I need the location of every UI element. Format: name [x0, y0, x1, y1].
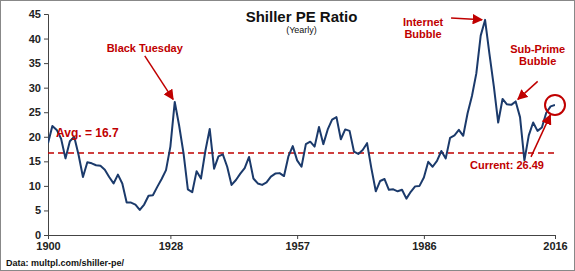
annotation-arrow	[531, 115, 550, 157]
average-line	[48, 152, 555, 154]
marks	[48, 20, 555, 210]
x-tick: 1957	[285, 235, 309, 252]
x-tick-mark	[170, 235, 171, 239]
y-tick-mark	[44, 210, 48, 211]
y-tick: 15	[29, 155, 48, 167]
x-tick-label: 1957	[285, 240, 309, 252]
x-tick-mark	[424, 235, 425, 239]
y-tick-mark	[44, 161, 48, 162]
annotation: InternetBubble	[403, 16, 444, 40]
x-tick-label: 2016	[543, 240, 567, 252]
annotation-arrow	[145, 56, 173, 99]
highlight-circle	[545, 95, 565, 115]
y-tick: 30	[29, 82, 48, 94]
frame	[1, 1, 575, 271]
x-tick: 1986	[412, 235, 436, 252]
y-tick-label: 5	[35, 204, 41, 216]
x-tick-label: 1928	[159, 240, 183, 252]
average-label: Avg. = 16.7	[56, 126, 119, 140]
annotation-arrow	[451, 18, 482, 20]
x-axis-line	[49, 236, 556, 240]
y-tick: 5	[35, 204, 48, 216]
series-line	[48, 20, 555, 210]
y-tick-mark	[44, 235, 48, 236]
annotation: Black Tuesday	[107, 42, 184, 54]
x-tick: 2016	[543, 235, 567, 252]
y-tick: 40	[29, 33, 48, 45]
annotation-arrow	[518, 81, 538, 99]
y-tick-label: 40	[29, 33, 41, 45]
y-tick-mark	[44, 63, 48, 64]
y-tick: 20	[29, 131, 48, 143]
y-tick-mark	[44, 88, 48, 89]
y-tick-label: 20	[29, 131, 41, 143]
y-tick-label: 45	[29, 8, 41, 20]
y-tick-mark	[44, 112, 48, 113]
y-tick-mark	[44, 137, 48, 138]
x-tick-mark	[297, 235, 298, 239]
y-tick: 35	[29, 57, 48, 69]
y-tick: 25	[29, 106, 48, 118]
y-tick-mark	[44, 186, 48, 187]
title: Shiller PE Ratio	[246, 8, 358, 25]
y-axis: 051015202530354045	[29, 8, 49, 241]
y-tick-label: 15	[29, 155, 41, 167]
y-tick-mark	[44, 14, 48, 15]
annotation: Current: 26.49	[470, 159, 544, 171]
x-tick: 1900	[36, 235, 60, 252]
annotation: Sub-PrimeBubble	[510, 43, 565, 67]
x-tick-label: 1986	[412, 240, 436, 252]
source: Data: multpl.com/shiller-pe/	[6, 258, 125, 268]
chart: 05101520253035404519001928195719862016Sh…	[0, 0, 575, 271]
subtitle: (Yearly)	[286, 25, 317, 35]
y-tick-label: 35	[29, 57, 41, 69]
x-tick: 1928	[159, 235, 183, 252]
y-tick-label: 25	[29, 106, 41, 118]
plot: 05101520253035404519001928195719862016Sh…	[29, 8, 568, 252]
y-tick-label: 10	[29, 180, 41, 192]
x-tick-label: 1900	[36, 240, 60, 252]
y-axis-line	[44, 15, 49, 236]
y-tick-mark	[44, 39, 48, 40]
x-tick-mark	[555, 235, 556, 239]
y-tick: 10	[29, 180, 48, 192]
x-tick-mark	[48, 235, 49, 239]
y-tick: 45	[29, 8, 48, 20]
y-tick-label: 30	[29, 82, 41, 94]
x-axis: 1900 1928 1957 1986 2016	[36, 235, 567, 252]
